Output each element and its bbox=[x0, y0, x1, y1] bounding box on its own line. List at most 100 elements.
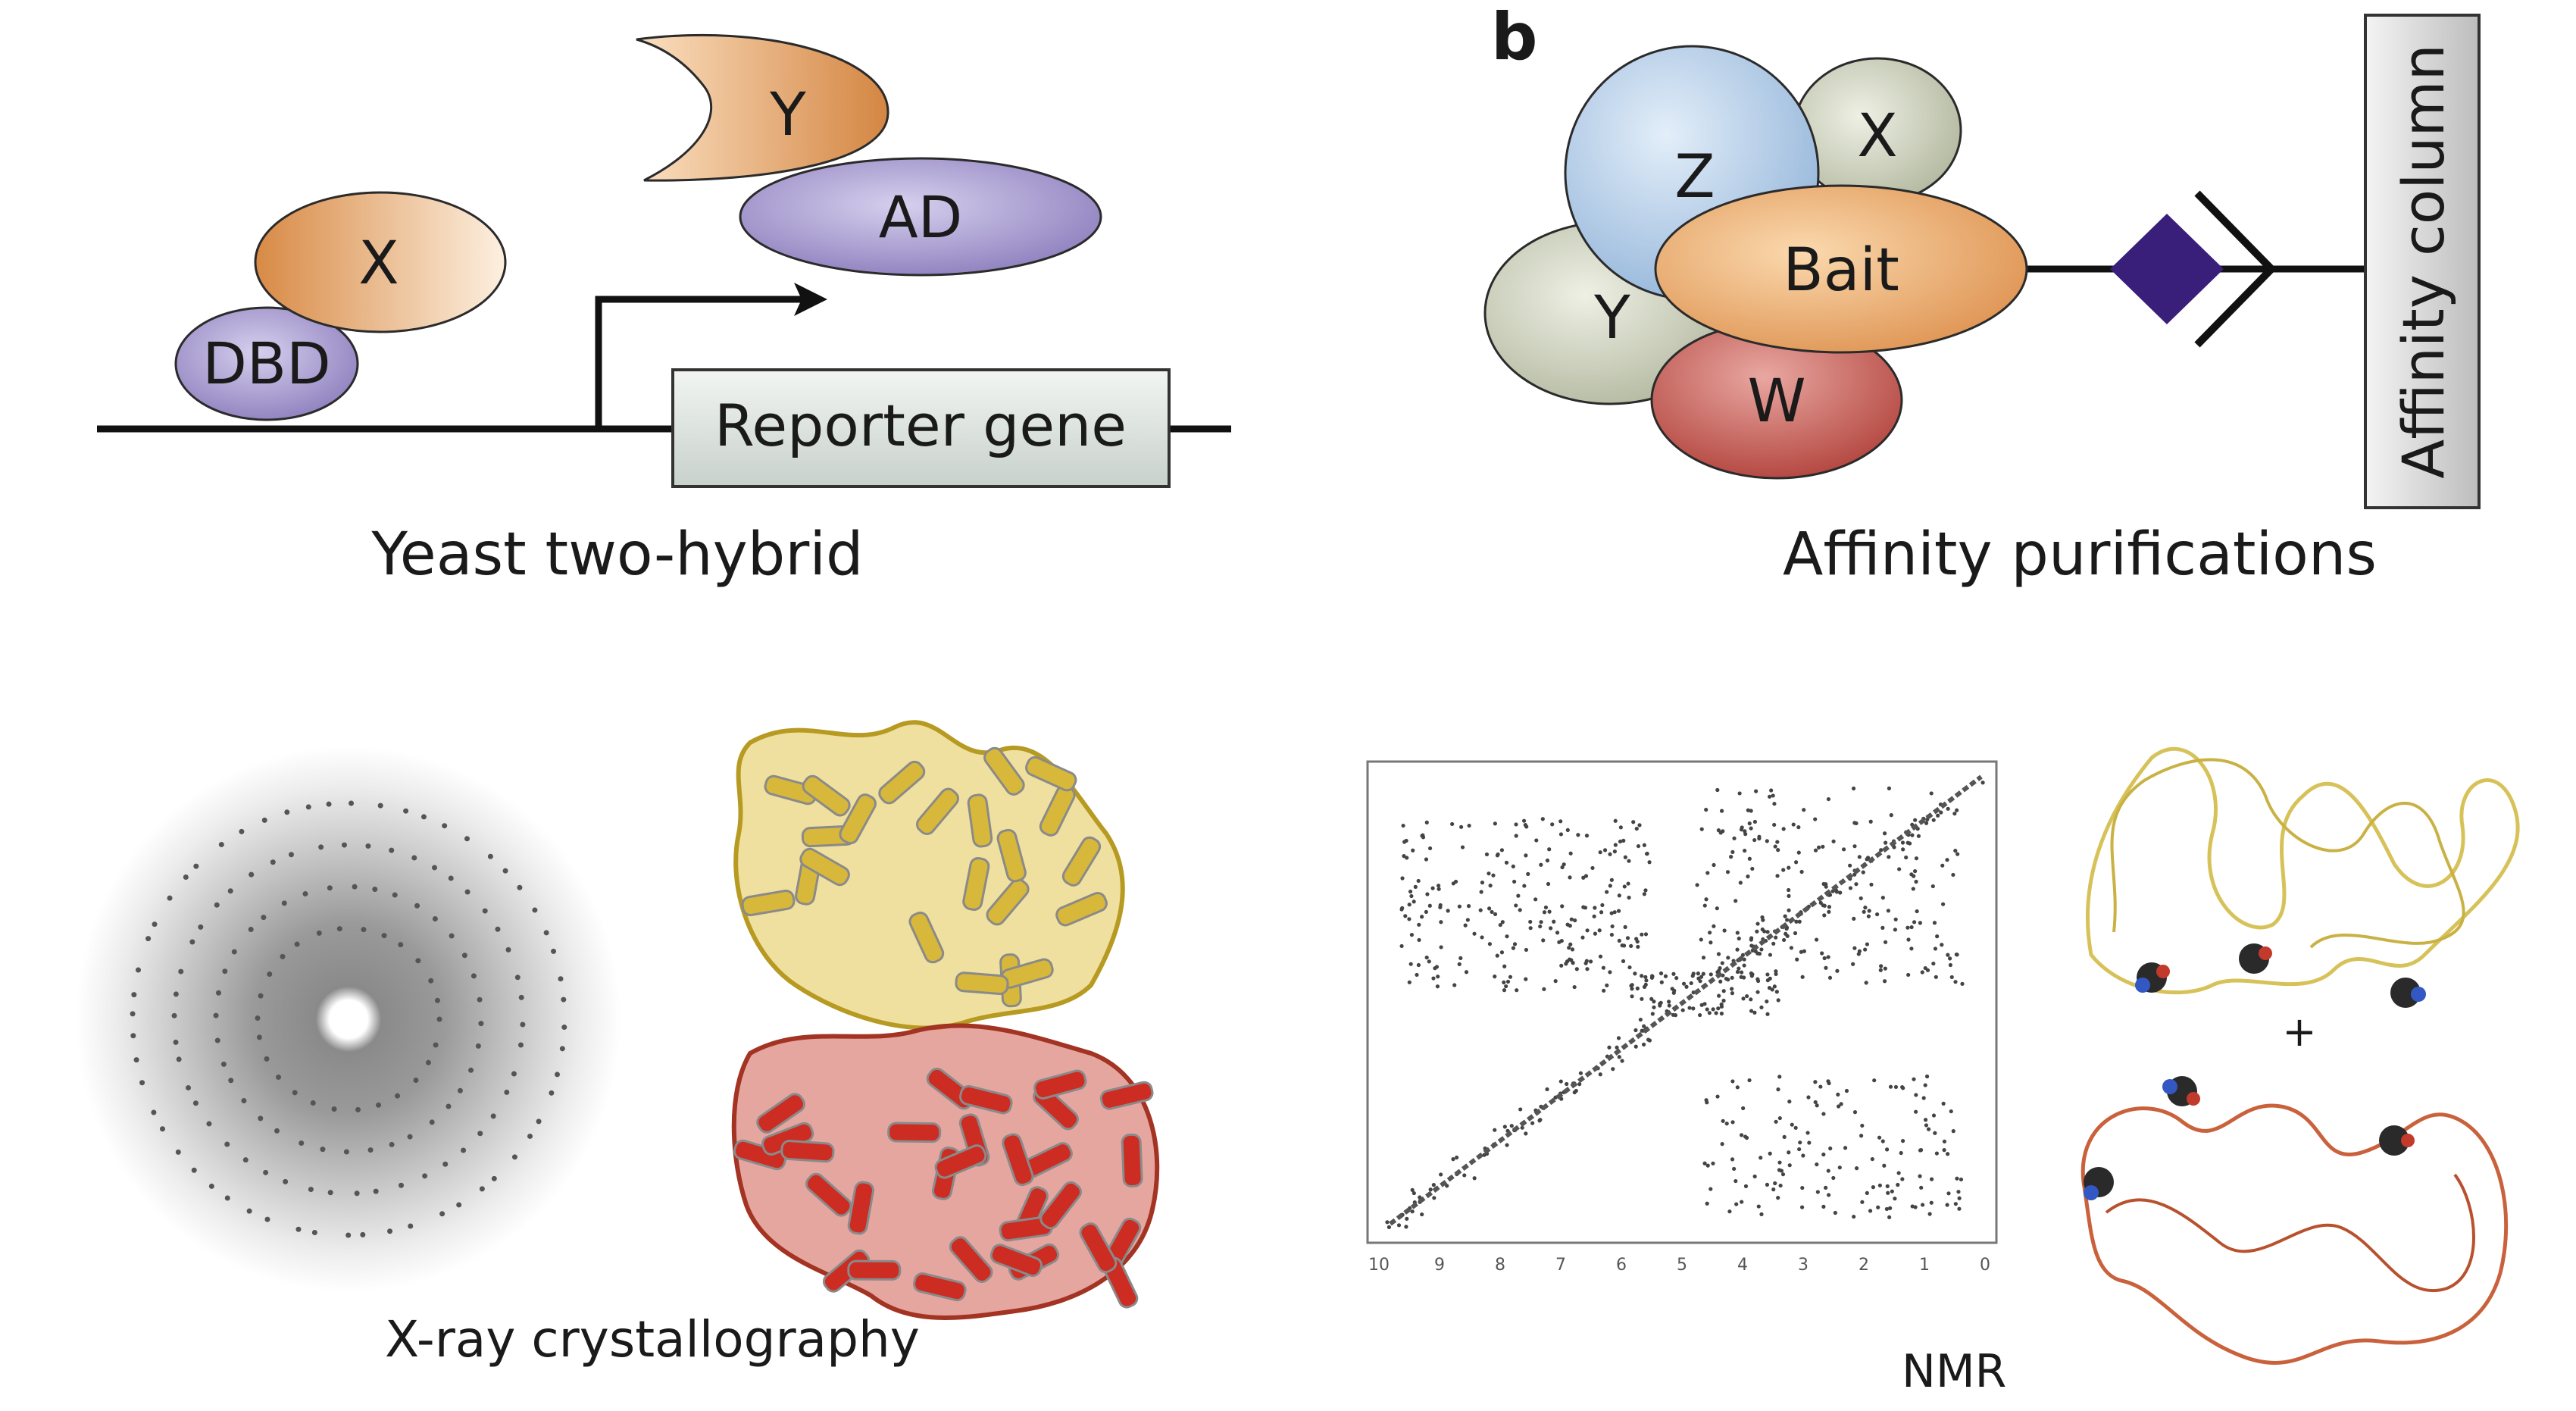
nmr-peak bbox=[1827, 909, 1831, 914]
nmr-peak bbox=[1608, 970, 1612, 975]
x-blob-a bbox=[254, 191, 507, 333]
diffraction-spot bbox=[561, 1025, 567, 1031]
nmr-peak bbox=[1588, 959, 1593, 964]
nmr-peak bbox=[1538, 1118, 1543, 1122]
nmr-peak bbox=[1737, 791, 1742, 796]
nmr-peak bbox=[1918, 1174, 1922, 1178]
nmr-peak bbox=[1708, 1187, 1713, 1191]
nmr-peak bbox=[1577, 1082, 1582, 1087]
diffraction-spot bbox=[343, 1149, 349, 1155]
nmr-peak bbox=[1572, 1090, 1577, 1095]
nmr-peak bbox=[1555, 931, 1560, 935]
diffraction-spot bbox=[292, 1090, 298, 1096]
nmr-peak bbox=[1593, 931, 1598, 936]
nmr-peak bbox=[1540, 817, 1545, 821]
nmr-peak bbox=[1518, 908, 1522, 912]
nmr-peak bbox=[1946, 953, 1950, 957]
diffraction-spot bbox=[477, 996, 483, 1003]
nmr-peak bbox=[1843, 1146, 1848, 1150]
nmr-peak bbox=[1695, 883, 1699, 887]
nmr-peak bbox=[1887, 786, 1892, 790]
panel-nmr: 10 9 8 7 6 5 4 3 2 1 0 + NMR bbox=[1366, 746, 2520, 1398]
diffraction-spot bbox=[139, 1080, 145, 1086]
nmr-peak bbox=[1890, 1189, 1894, 1194]
protein-structure-ribbon bbox=[731, 720, 1160, 1320]
w-label: W bbox=[1747, 368, 1805, 436]
nmr-peak bbox=[1954, 952, 1959, 957]
nmr-peak bbox=[1730, 991, 1735, 996]
helix-segment bbox=[983, 746, 1025, 796]
nmr-peak bbox=[1771, 793, 1775, 798]
nmr-peak bbox=[1749, 826, 1753, 831]
nmr-peak bbox=[1712, 924, 1716, 928]
nmr-peak bbox=[1640, 996, 1644, 1001]
dbd-blob bbox=[174, 306, 359, 421]
nmr-peak bbox=[1946, 806, 1950, 811]
nmr-peak bbox=[1791, 822, 1796, 827]
diffraction-spot bbox=[428, 978, 434, 984]
ad-blob bbox=[739, 157, 1102, 277]
helix-segment bbox=[756, 1093, 805, 1134]
nmr-peak bbox=[1715, 1094, 1720, 1099]
diffraction-spot bbox=[367, 1147, 374, 1153]
nmr-peak bbox=[1701, 971, 1705, 976]
nmr-peak bbox=[1464, 970, 1469, 975]
nmr-peak bbox=[1880, 896, 1885, 900]
nmr-peak bbox=[1941, 902, 1946, 906]
nmr-peak bbox=[1504, 860, 1509, 865]
nmr-peak bbox=[1801, 1153, 1805, 1158]
nmr-peak bbox=[1612, 910, 1617, 915]
diffraction-spot bbox=[264, 1216, 270, 1222]
nmr-peak bbox=[1934, 975, 1938, 979]
nmr-peak bbox=[1859, 896, 1863, 901]
nmr-peak bbox=[1608, 852, 1612, 856]
nmr-peak bbox=[1580, 935, 1585, 940]
nmr-peak bbox=[1722, 928, 1727, 933]
nmr-peak bbox=[1735, 931, 1740, 935]
nmr-peak bbox=[1411, 899, 1416, 904]
nmr-peak bbox=[1719, 809, 1724, 813]
diffraction-spot bbox=[365, 843, 371, 849]
nmr-peak bbox=[1721, 1118, 1725, 1123]
nmr-peak bbox=[1867, 909, 1871, 913]
nmr-peak bbox=[1871, 1185, 1876, 1190]
nmr-peak bbox=[1609, 932, 1614, 937]
nmr-peak bbox=[1776, 1087, 1780, 1092]
panel-affinity-purifications: b Y X Z W Bait Affinity column Affinity … bbox=[1483, 0, 2481, 589]
nmr-peak bbox=[1539, 920, 1543, 925]
diffraction-spot bbox=[316, 930, 322, 936]
nmr-peak bbox=[1793, 860, 1799, 865]
helix-segment bbox=[949, 1236, 993, 1283]
nmr-tick-label: 5 bbox=[1677, 1256, 1687, 1275]
nmr-peak bbox=[1774, 1119, 1778, 1124]
nmr-peak bbox=[1640, 932, 1644, 937]
nmr-peak bbox=[1797, 919, 1802, 924]
diffraction-spot bbox=[436, 1016, 442, 1022]
nmr-peak bbox=[1883, 940, 1888, 944]
panel-yeast-two-hybrid: Reporter gene DBD X Y AD Yeast two-hybri… bbox=[97, 33, 1231, 589]
nmr-peak bbox=[1773, 844, 1777, 849]
nmr-peak bbox=[1623, 925, 1627, 929]
nmr-peak bbox=[1413, 884, 1418, 889]
nmr-peak bbox=[1813, 817, 1818, 821]
diffraction-spot bbox=[558, 976, 564, 982]
nmr-peak bbox=[1565, 922, 1570, 927]
diffraction-spot bbox=[294, 941, 300, 947]
nmr-peak bbox=[1956, 1190, 1961, 1194]
nmr-peak bbox=[1799, 869, 1804, 874]
nmr-peak bbox=[1672, 988, 1677, 993]
nmr-peak bbox=[1705, 871, 1710, 875]
nmr-peak bbox=[1453, 879, 1458, 884]
nmr-peak bbox=[1875, 912, 1880, 917]
diffraction-spot bbox=[274, 1128, 280, 1134]
nmr-peak bbox=[1640, 974, 1644, 978]
helix-segment bbox=[887, 1122, 942, 1144]
nmr-peak bbox=[1643, 932, 1649, 937]
nmr-peak bbox=[1957, 1196, 1962, 1200]
nmr-peak bbox=[1730, 1079, 1735, 1084]
nmr-peak bbox=[1600, 903, 1605, 908]
nmr-peak bbox=[1765, 1182, 1770, 1187]
nmr-peak bbox=[1585, 967, 1590, 971]
diffraction-spot bbox=[270, 859, 276, 865]
nmr-peak bbox=[1403, 914, 1408, 918]
